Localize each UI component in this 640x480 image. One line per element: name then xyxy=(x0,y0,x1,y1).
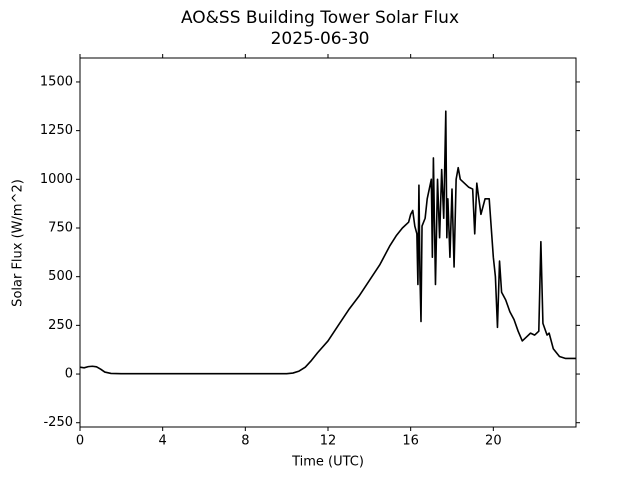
y-tick-label: 1000 xyxy=(40,172,73,187)
y-tick-label: 250 xyxy=(48,318,73,333)
x-tick-label: 4 xyxy=(159,434,167,449)
plot-frame xyxy=(79,57,577,428)
y-tick-label: 1500 xyxy=(40,74,73,89)
y-axis-label: Solar Flux (W/m^2) xyxy=(11,179,26,307)
x-tick-label: 16 xyxy=(402,434,419,449)
chart-title: AO&SS Building Tower Solar Flux xyxy=(181,8,459,28)
y-tick-label: -250 xyxy=(43,415,73,430)
x-tick-label: 0 xyxy=(76,434,84,449)
x-tick-label: 20 xyxy=(485,434,502,449)
data-line xyxy=(79,110,576,375)
x-tick-label: 12 xyxy=(320,434,337,449)
chart-subtitle: 2025-06-30 xyxy=(271,29,370,49)
y-tick-label: 1250 xyxy=(40,123,73,138)
y-tick-label: 500 xyxy=(48,269,73,284)
y-tick-label: 750 xyxy=(48,220,73,235)
y-tick-label: 0 xyxy=(65,367,73,382)
x-tick-label: 8 xyxy=(241,434,249,449)
x-axis-label: Time (UTC) xyxy=(291,455,364,470)
